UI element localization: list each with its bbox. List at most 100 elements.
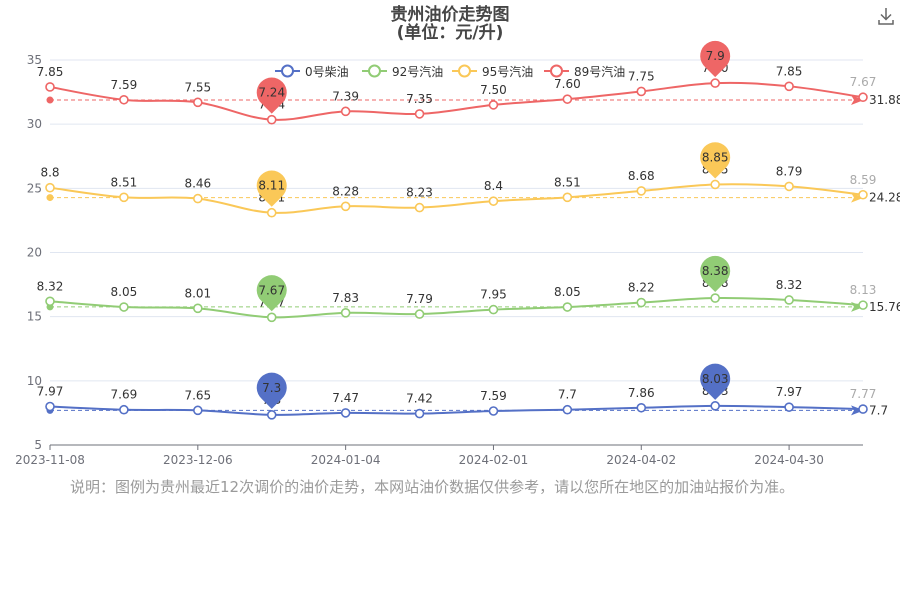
average-line-start	[46, 194, 54, 202]
data-point[interactable]	[193, 303, 203, 314]
data-point[interactable]	[45, 82, 55, 92]
pin-shape	[256, 77, 287, 114]
data-point[interactable]	[266, 207, 277, 218]
data-point[interactable]	[193, 405, 203, 416]
legend-item[interactable]: 95号汽油	[452, 64, 533, 79]
legend-item[interactable]: 0号柴油	[275, 64, 349, 79]
pin-label: 7.9	[706, 49, 725, 63]
data-point[interactable]	[710, 293, 720, 303]
min-marker-pin: 7.3	[256, 372, 287, 409]
data-point[interactable]	[488, 196, 499, 206]
pin-shape	[700, 40, 731, 78]
data-point[interactable]	[45, 401, 55, 412]
data-point[interactable]	[193, 97, 203, 108]
data-label: 7.85	[37, 65, 64, 79]
legend-swatch-marker	[458, 64, 471, 78]
pin-shape	[700, 142, 731, 179]
data-label: 7.59	[111, 78, 138, 92]
data-label: 8.51	[111, 175, 138, 189]
data-label: 7.97	[776, 385, 803, 399]
data-point[interactable]	[45, 182, 55, 193]
data-point[interactable]	[414, 309, 425, 319]
data-label: 7.55	[184, 80, 211, 94]
legend-item[interactable]: 89号汽油	[544, 64, 625, 79]
data-point[interactable]	[562, 302, 573, 312]
data-point[interactable]	[710, 179, 720, 190]
data-point[interactable]	[636, 86, 647, 97]
data-point[interactable]	[858, 300, 868, 310]
data-point[interactable]	[119, 302, 129, 312]
data-point[interactable]	[710, 401, 720, 411]
data-point[interactable]	[340, 408, 351, 418]
pin-label: 7.24	[258, 86, 285, 100]
pin-label: 7.67	[258, 283, 285, 297]
data-point[interactable]	[858, 189, 868, 200]
y-tick-label: 20	[27, 246, 42, 260]
data-point[interactable]	[710, 78, 720, 88]
average-label: 15.76	[869, 300, 900, 314]
data-point[interactable]	[119, 192, 129, 203]
download-icon[interactable]	[876, 6, 896, 26]
data-point[interactable]	[784, 81, 794, 92]
data-point[interactable]	[193, 193, 203, 204]
legend-item[interactable]: 92号汽油	[362, 64, 443, 79]
data-point[interactable]	[119, 404, 129, 415]
y-tick-label: 35	[27, 53, 42, 67]
data-point[interactable]	[562, 404, 573, 415]
data-point[interactable]	[488, 304, 499, 315]
data-label: 8.05	[111, 285, 138, 299]
min-marker-pin: 7.67	[256, 275, 287, 312]
data-point[interactable]	[488, 100, 499, 110]
average-label: 24.28	[869, 191, 900, 205]
data-label: 7.7	[558, 388, 577, 402]
chart-subtitle: (单位：元/升)	[397, 22, 504, 43]
series-line	[49, 81, 864, 121]
pin-label: 7.3	[262, 381, 281, 395]
data-point[interactable]	[414, 202, 425, 213]
average-label: 31.88	[869, 93, 900, 107]
data-point[interactable]	[636, 186, 647, 196]
series-3: 31.88 7.85 7.59 7.55 7.24 7.39 7.35 7.50 7.60 7.7…	[37, 61, 900, 125]
data-point[interactable]	[488, 406, 499, 416]
data-point[interactable]	[562, 192, 573, 203]
series-line	[49, 183, 864, 214]
data-point[interactable]	[784, 181, 794, 192]
data-label: 8.68	[628, 169, 655, 183]
data-label: 8.13	[850, 283, 877, 297]
average-line-start	[46, 96, 54, 104]
average-line-arrow	[851, 192, 864, 203]
data-point[interactable]	[266, 312, 277, 323]
data-point[interactable]	[340, 106, 351, 117]
series-0: 7.77.977.697.657.37.477.427.597.77.868.0…	[37, 384, 888, 420]
pin-shape	[256, 372, 287, 409]
max-marker-pin: 7.9	[700, 40, 731, 78]
pin-shape	[256, 275, 287, 312]
x-tick-label: 2024-04-30	[754, 453, 824, 467]
data-point[interactable]	[340, 308, 351, 318]
data-point[interactable]	[119, 94, 129, 105]
data-point[interactable]	[562, 94, 573, 104]
data-point[interactable]	[266, 114, 277, 125]
data-point[interactable]	[636, 297, 647, 308]
x-tick-label: 2023-12-06	[163, 453, 233, 467]
data-point[interactable]	[858, 92, 868, 103]
data-point[interactable]	[784, 402, 794, 412]
data-point[interactable]	[340, 201, 351, 212]
data-point[interactable]	[858, 404, 868, 414]
data-label: 7.35	[406, 92, 433, 106]
data-point[interactable]	[414, 109, 425, 119]
data-label: 8.28	[332, 184, 359, 198]
chart-footnote: 说明：图例为贵州最近12次调价的油价走势，本网站油价数据仅供参考，请以您所在地区…	[70, 478, 795, 496]
data-label: 7.39	[332, 89, 359, 103]
data-point[interactable]	[266, 410, 277, 420]
data-point[interactable]	[636, 402, 647, 413]
data-point[interactable]	[414, 408, 425, 419]
data-label: 7.86	[628, 386, 655, 400]
y-tick-label: 25	[27, 181, 42, 195]
data-label: 7.85	[776, 64, 803, 78]
legend-label: 89号汽油	[574, 64, 625, 79]
data-point[interactable]	[45, 296, 55, 307]
data-point[interactable]	[784, 295, 794, 305]
data-label: 8.8	[40, 166, 59, 180]
